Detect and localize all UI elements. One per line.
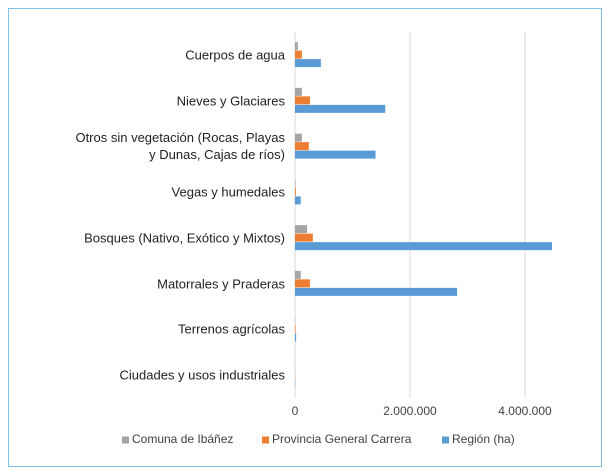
category-label: Matorrales y Praderas <box>157 276 285 292</box>
bar <box>295 50 302 59</box>
legend-label: Comuna de Ibáñez <box>132 432 233 446</box>
category-label: Otros sin vegetación (Rocas, Playas y Du… <box>75 130 285 163</box>
x-tick-label: 2.000.000 <box>383 404 437 418</box>
x-tick-label: 0 <box>292 404 299 418</box>
bar <box>295 87 302 96</box>
legend-swatch <box>122 436 129 444</box>
legend-label: Provincia General Carrera <box>272 432 412 446</box>
bar <box>295 104 386 113</box>
bar <box>295 150 376 159</box>
bar <box>295 187 296 196</box>
bar <box>295 225 308 234</box>
legend-swatch <box>262 436 269 444</box>
category-label: Terrenos agrícolas <box>178 321 285 337</box>
category-label: Vegas y humedales <box>171 184 285 200</box>
bar <box>295 287 458 296</box>
bar <box>295 196 301 205</box>
category-label: Nieves y Glaciares <box>176 93 285 109</box>
bar <box>295 42 298 51</box>
legend-label: Región (ha) <box>452 432 515 446</box>
bar <box>295 242 553 251</box>
bar <box>295 325 296 334</box>
category-label: Ciudades y usos industriales <box>119 367 285 383</box>
bar <box>295 142 309 151</box>
bar <box>295 233 313 242</box>
legend-swatch <box>442 436 449 444</box>
bar <box>295 179 296 188</box>
category-label: Cuerpos de agua <box>185 47 285 63</box>
x-tick-label: 4.000.000 <box>498 404 552 418</box>
bar <box>295 270 301 279</box>
category-label: Bosques (Nativo, Exótico y Mixtos) <box>84 230 285 246</box>
bar <box>295 59 321 68</box>
bar <box>295 133 302 142</box>
bar <box>295 279 310 288</box>
bar <box>295 333 297 342</box>
bar <box>295 96 310 105</box>
